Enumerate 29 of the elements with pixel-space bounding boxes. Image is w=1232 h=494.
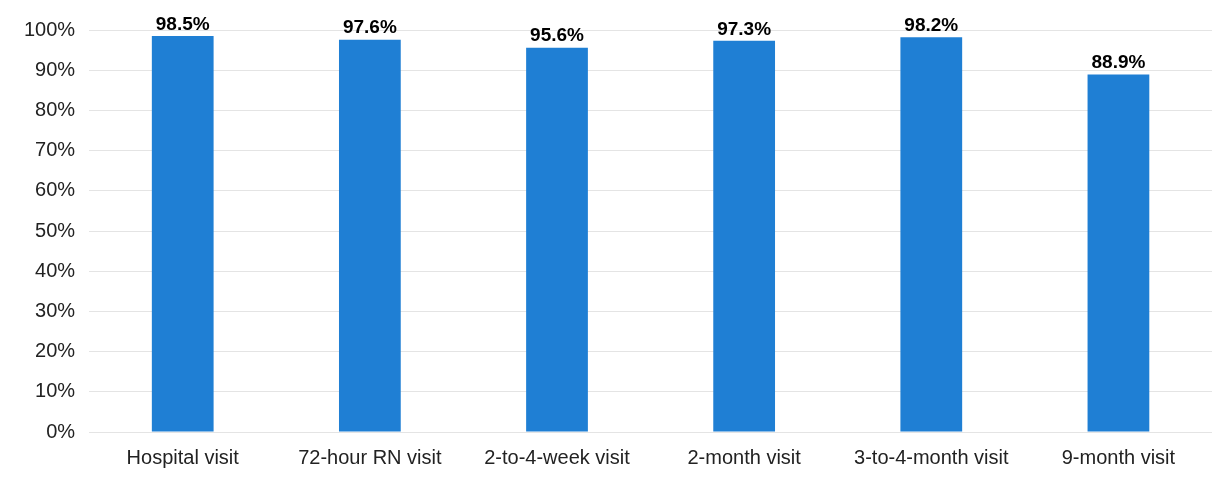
data-label: 98.2% — [904, 13, 959, 35]
y-tick-label: 80% — [35, 97, 76, 120]
x-tick-label: 72-hour RN visit — [298, 445, 442, 468]
bar — [713, 40, 776, 432]
data-label: 97.6% — [342, 16, 397, 38]
y-tick-label: 10% — [35, 379, 76, 402]
y-tick-label: 90% — [35, 57, 76, 80]
y-tick-label: 30% — [35, 298, 76, 321]
bar — [338, 39, 401, 432]
x-tick-label: Hospital visit — [126, 445, 240, 468]
data-label: 97.3% — [717, 17, 772, 39]
y-tick-label: 40% — [35, 258, 76, 281]
x-tick-label: 3-to-4-month visit — [854, 445, 1009, 468]
y-tick-label: 0% — [46, 419, 76, 442]
data-label: 95.6% — [530, 24, 585, 46]
bar — [1087, 74, 1150, 432]
x-tick-label: 2-month visit — [687, 445, 802, 468]
data-label: 88.9% — [1091, 51, 1146, 73]
bar — [526, 47, 588, 432]
y-tick-label: 70% — [35, 138, 76, 161]
data-label: 98.5% — [155, 12, 210, 34]
y-tick-label: 60% — [35, 178, 76, 201]
bar — [151, 36, 214, 432]
y-tick-label: 100% — [24, 17, 76, 40]
bar — [900, 37, 963, 432]
y-tick-label: 20% — [35, 339, 76, 362]
x-tick-label: 9-month visit — [1061, 445, 1176, 468]
x-tick-label: 2-to-4-week visit — [484, 445, 631, 468]
y-tick-label: 50% — [35, 218, 76, 241]
